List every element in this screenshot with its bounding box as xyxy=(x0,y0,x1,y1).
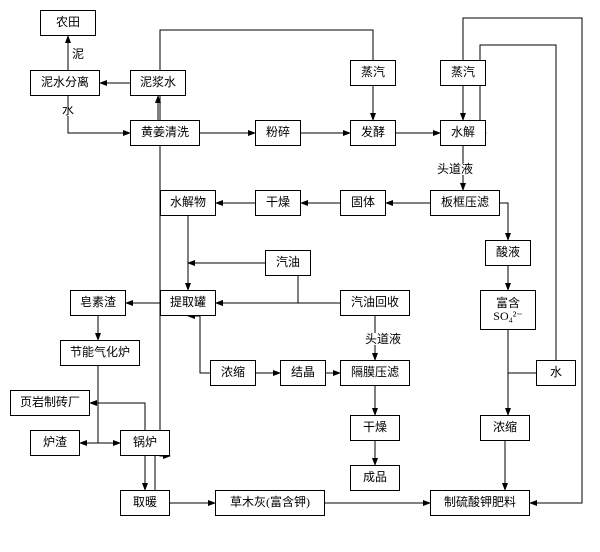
label-mud: 泥 xyxy=(72,48,84,60)
node-label: 成品 xyxy=(363,471,387,484)
node-label: 隔膜压滤 xyxy=(351,366,399,379)
node-label: 皂素渣 xyxy=(80,296,116,309)
node-label: 水解 xyxy=(451,126,475,139)
node-conc2: 浓缩 xyxy=(480,415,530,441)
node-fert: 制硫酸钾肥料 xyxy=(430,490,530,516)
node-dry1: 干燥 xyxy=(255,190,301,216)
node-steam2: 蒸汽 xyxy=(440,60,486,86)
node-farmland: 农田 xyxy=(40,10,96,36)
node-label: 结晶 xyxy=(291,366,315,379)
flow-canvas: 农田泥水分离泥浆水黄姜清洗粉碎发酵水解蒸汽蒸汽板框压滤固体干燥水解物酸液汽油提取… xyxy=(0,0,600,552)
node-label: 浓缩 xyxy=(221,366,245,379)
node-label: 固体 xyxy=(351,196,375,209)
node-label: 制硫酸钾肥料 xyxy=(444,496,516,509)
node-label: 蒸汽 xyxy=(361,66,385,79)
node-label: 页岩制砖厂 xyxy=(20,396,80,409)
node-acid: 酸液 xyxy=(485,240,531,266)
node-label: 锅炉 xyxy=(133,436,157,449)
node-label: 板框压滤 xyxy=(441,196,489,209)
node-ash: 草木灰(富含钾) xyxy=(215,490,325,516)
label-tdy2: 头道液 xyxy=(365,333,401,345)
node-label: 蒸汽 xyxy=(451,66,475,79)
node-label: 节能气化炉 xyxy=(70,346,130,359)
node-label: 黄姜清洗 xyxy=(141,126,189,139)
label-watertxt: 水 xyxy=(62,104,74,116)
node-label: 水 xyxy=(550,366,562,379)
node-hydrolyzate: 水解物 xyxy=(160,190,216,216)
node-cryst: 结晶 xyxy=(280,360,326,386)
node-hydro: 水解 xyxy=(440,120,486,146)
node-label: 农田 xyxy=(56,16,80,29)
node-label: 提取罐 xyxy=(170,296,206,309)
node-label: 水解物 xyxy=(170,196,206,209)
node-boiler: 锅炉 xyxy=(120,430,170,456)
node-gasrec: 汽油回收 xyxy=(340,290,410,316)
node-label: 草木灰(富含钾) xyxy=(230,496,310,509)
node-slag: 炉渣 xyxy=(30,430,80,456)
node-gasoline: 汽油 xyxy=(265,250,311,276)
node-label: 炉渣 xyxy=(43,436,67,449)
node-label: 汽油 xyxy=(276,256,300,269)
node-solid: 固体 xyxy=(340,190,386,216)
label-tdy1: 头道液 xyxy=(437,163,473,175)
node-label: 干燥 xyxy=(266,196,290,209)
node-label: 浓缩 xyxy=(493,421,517,434)
node-label: 取暖 xyxy=(133,496,157,509)
node-product: 成品 xyxy=(350,465,400,491)
node-muddy: 泥浆水 xyxy=(130,70,186,96)
node-so4: 富含 SO₄²⁻ xyxy=(480,290,536,330)
node-water: 水 xyxy=(536,360,576,386)
node-sep: 泥水分离 xyxy=(30,70,100,96)
node-memb: 隔膜压滤 xyxy=(340,360,410,386)
node-conc1: 浓缩 xyxy=(210,360,256,386)
node-brick: 页岩制砖厂 xyxy=(10,390,90,416)
node-label: 粉碎 xyxy=(266,126,290,139)
node-plate: 板框压滤 xyxy=(430,190,500,216)
node-wash: 黄姜清洗 xyxy=(130,120,200,146)
node-extract: 提取罐 xyxy=(160,290,216,316)
node-label: 汽油回收 xyxy=(351,296,399,309)
node-dry2: 干燥 xyxy=(350,415,400,441)
node-label: 泥水分离 xyxy=(41,76,89,89)
node-steam1: 蒸汽 xyxy=(350,60,396,86)
node-label: 泥浆水 xyxy=(140,76,176,89)
node-crush: 粉碎 xyxy=(255,120,301,146)
node-ferment: 发酵 xyxy=(350,120,396,146)
node-label: 发酵 xyxy=(361,126,385,139)
node-heating: 取暖 xyxy=(120,490,170,516)
node-label: 干燥 xyxy=(363,421,387,434)
node-residue: 皂素渣 xyxy=(70,290,126,316)
node-gasifier: 节能气化炉 xyxy=(60,340,140,366)
node-label: 酸液 xyxy=(496,246,520,259)
node-label: 富含 SO₄²⁻ xyxy=(493,297,522,323)
